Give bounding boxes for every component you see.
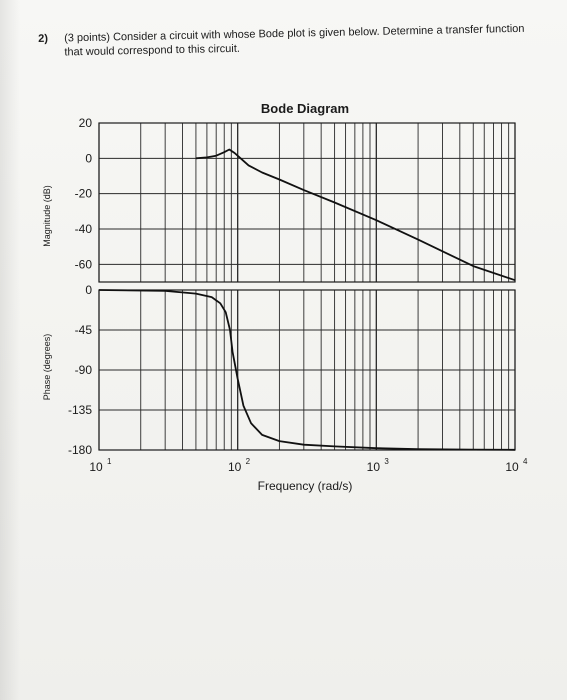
magnitude-tick-label: 20 xyxy=(79,116,93,130)
magnitude-tick-label: -40 xyxy=(75,222,93,236)
phase-curve xyxy=(98,289,516,451)
paper-edge-shadow xyxy=(0,0,20,700)
x-tick-label: 10 3 xyxy=(367,457,390,474)
svg-text:10: 10 xyxy=(89,460,103,474)
svg-text:2: 2 xyxy=(246,457,251,466)
x-tick-label: 10 4 xyxy=(505,457,528,474)
phase-tick-label: -90 xyxy=(75,363,93,377)
phase-tick-label: 0 xyxy=(85,283,92,297)
phase-tick-label: -180 xyxy=(68,443,92,457)
magnitude-tick-label: -60 xyxy=(75,257,93,271)
magnitude-curve xyxy=(195,148,516,282)
svg-text:4: 4 xyxy=(523,457,528,466)
magnitude-plot-frame xyxy=(98,122,516,283)
bode-curves xyxy=(98,148,516,451)
phase-plot-frame xyxy=(98,289,516,451)
x-tick-label: 10 1 xyxy=(89,457,112,474)
svg-text:10: 10 xyxy=(367,460,381,474)
phase-axis: 0 -45 -90 -135 -180 xyxy=(68,283,92,457)
phase-tick-label: -45 xyxy=(75,323,93,337)
svg-text:3: 3 xyxy=(384,457,389,466)
frequency-axis: 10 1 10 2 10 3 10 4 xyxy=(89,457,528,474)
x-tick-label: 10 2 xyxy=(228,457,251,474)
svg-text:10: 10 xyxy=(228,460,242,474)
magnitude-tick-label: 0 xyxy=(85,151,92,165)
magnitude-tick-label: -20 xyxy=(75,187,93,201)
x-axis-label: Frequency (rad/s) xyxy=(258,479,353,493)
phase-axis-label: Phase (degrees) xyxy=(42,334,52,401)
svg-text:10: 10 xyxy=(505,460,519,474)
magnitude-axis: 20 0 -20 -40 -60 xyxy=(75,116,93,271)
magnitude-grid xyxy=(98,122,516,283)
chart-title: Bode Diagram xyxy=(261,101,349,116)
phase-tick-label: -135 xyxy=(68,403,92,417)
svg-text:1: 1 xyxy=(107,457,112,466)
phase-grid xyxy=(98,289,516,451)
magnitude-axis-label: Magnitude (dB) xyxy=(42,185,52,247)
